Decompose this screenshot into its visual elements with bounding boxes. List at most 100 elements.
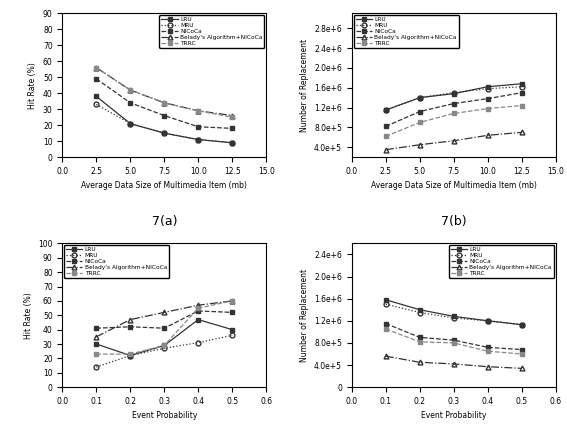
NICoCa xyxy=(518,347,525,352)
Line: Belady's Algorithm+NICoCa: Belady's Algorithm+NICoCa xyxy=(383,354,524,371)
NICoCa xyxy=(382,321,389,326)
LRU xyxy=(484,318,491,324)
Belady's Algorithm+NICoCa xyxy=(484,133,491,138)
NICoCa xyxy=(161,113,168,118)
NICoCa xyxy=(416,109,423,114)
NICoCa xyxy=(416,335,423,340)
MRU xyxy=(518,84,525,89)
Line: LRU: LRU xyxy=(383,81,524,113)
NICoCa xyxy=(484,96,491,101)
MRU xyxy=(382,107,389,113)
Legend: LRU, MRU, NICoCa, Belady's Algorithm+NICoCa, TRRC: LRU, MRU, NICoCa, Belady's Algorithm+NIC… xyxy=(64,245,169,278)
MRU xyxy=(450,90,457,95)
LRU xyxy=(229,140,236,146)
Belady's Algorithm+NICoCa xyxy=(484,364,491,369)
LRU xyxy=(161,343,168,348)
MRU xyxy=(229,333,236,338)
NICoCa xyxy=(161,326,168,331)
Legend: LRU, MRU, NICoCa, Belady's Algorithm+NICoCa, TRRC: LRU, MRU, NICoCa, Belady's Algorithm+NIC… xyxy=(449,245,554,278)
MRU xyxy=(382,302,389,307)
Belady's Algorithm+NICoCa xyxy=(450,361,457,367)
Belady's Algorithm+NICoCa xyxy=(229,113,236,118)
Belady's Algorithm+NICoCa xyxy=(382,353,389,359)
Belady's Algorithm+NICoCa xyxy=(416,142,423,147)
NICoCa xyxy=(127,324,134,329)
MRU xyxy=(195,340,202,345)
TRRC xyxy=(93,352,100,357)
MRU xyxy=(161,130,168,136)
Text: 7(b): 7(b) xyxy=(441,214,467,228)
Belady's Algorithm+NICoCa xyxy=(518,366,525,371)
TRRC xyxy=(484,348,491,354)
Line: NICoCa: NICoCa xyxy=(94,308,235,331)
Legend: LRU, MRU, NICoCa, Belady's Algorithm+NICoCa, TRRC: LRU, MRU, NICoCa, Belady's Algorithm+NIC… xyxy=(354,15,459,48)
Text: 7(a): 7(a) xyxy=(151,214,177,228)
Line: TRRC: TRRC xyxy=(94,65,235,120)
Belady's Algorithm+NICoCa xyxy=(518,129,525,135)
LRU xyxy=(382,107,389,113)
Belady's Algorithm+NICoCa xyxy=(229,298,236,303)
MRU xyxy=(450,316,457,321)
Line: Belady's Algorithm+NICoCa: Belady's Algorithm+NICoCa xyxy=(94,65,235,118)
LRU xyxy=(484,84,491,89)
Belady's Algorithm+NICoCa xyxy=(161,100,168,105)
LRU xyxy=(416,95,423,100)
X-axis label: Event Probability: Event Probability xyxy=(132,412,197,421)
NICoCa xyxy=(93,326,100,331)
Line: NICoCa: NICoCa xyxy=(383,321,524,352)
NICoCa xyxy=(195,124,202,129)
LRU xyxy=(195,317,202,322)
TRRC xyxy=(127,352,134,357)
TRRC xyxy=(382,134,389,139)
LRU xyxy=(127,353,134,358)
Belady's Algorithm+NICoCa xyxy=(161,310,168,315)
MRU xyxy=(127,121,134,126)
Belady's Algorithm+NICoCa xyxy=(127,87,134,93)
LRU xyxy=(195,137,202,142)
Y-axis label: Number of Replacement: Number of Replacement xyxy=(299,39,308,132)
TRRC xyxy=(518,103,525,108)
Line: LRU: LRU xyxy=(383,297,524,327)
X-axis label: Average Data Size of Multimedia Item (mb): Average Data Size of Multimedia Item (mb… xyxy=(81,182,247,190)
LRU xyxy=(518,81,525,86)
TRRC xyxy=(127,87,134,93)
MRU xyxy=(93,364,100,370)
MRU xyxy=(416,95,423,100)
NICoCa xyxy=(127,100,134,105)
LRU xyxy=(161,130,168,136)
LRU xyxy=(229,327,236,332)
MRU xyxy=(93,102,100,107)
Y-axis label: Hit Rate (%): Hit Rate (%) xyxy=(28,62,37,109)
LRU xyxy=(450,91,457,96)
LRU xyxy=(93,341,100,347)
Belady's Algorithm+NICoCa xyxy=(195,108,202,113)
NICoCa xyxy=(450,101,457,106)
NICoCa xyxy=(229,125,236,131)
Belady's Algorithm+NICoCa xyxy=(127,317,134,322)
LRU xyxy=(93,94,100,99)
Line: LRU: LRU xyxy=(94,317,235,358)
Line: TRRC: TRRC xyxy=(383,103,524,139)
NICoCa xyxy=(93,76,100,81)
Line: LRU: LRU xyxy=(94,94,235,145)
MRU xyxy=(484,318,491,324)
TRRC xyxy=(161,343,168,348)
Line: MRU: MRU xyxy=(383,302,524,327)
MRU xyxy=(161,346,168,351)
MRU xyxy=(195,137,202,142)
TRRC xyxy=(93,65,100,70)
Belady's Algorithm+NICoCa xyxy=(195,303,202,308)
Belady's Algorithm+NICoCa xyxy=(450,138,457,143)
Line: NICoCa: NICoCa xyxy=(94,77,235,131)
Legend: LRU, MRU, NICoCa, Belady's Algorithm+NICoCa, TRRC: LRU, MRU, NICoCa, Belady's Algorithm+NIC… xyxy=(159,15,264,48)
TRRC xyxy=(229,298,236,303)
Y-axis label: Hit Rate (%): Hit Rate (%) xyxy=(24,292,32,339)
Belady's Algorithm+NICoCa xyxy=(382,147,389,152)
NICoCa xyxy=(229,310,236,315)
Belady's Algorithm+NICoCa xyxy=(93,65,100,70)
LRU xyxy=(127,121,134,126)
TRRC xyxy=(416,339,423,344)
LRU xyxy=(450,314,457,319)
LRU xyxy=(518,322,525,328)
TRRC xyxy=(229,114,236,120)
